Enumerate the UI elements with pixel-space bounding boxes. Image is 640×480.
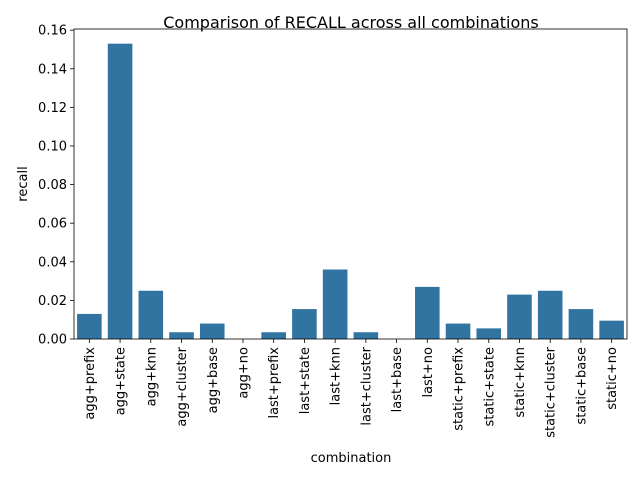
x-tick-label: static+knn <box>513 347 528 418</box>
y-tick-label: 0.06 <box>38 217 67 232</box>
y-axis: 0.00 0.02 0.04 0.06 0.08 0.10 0.12 0.14 0.16 <box>38 24 74 348</box>
y-tick-label: 0.12 <box>38 101 67 116</box>
x-tick-label: agg+cluster <box>175 346 190 426</box>
y-tick-label: 0.14 <box>38 62 67 77</box>
x-tick-label: static+cluster <box>544 346 559 437</box>
x-tick-label: agg+state <box>114 347 129 415</box>
bar-last-state <box>292 309 317 339</box>
x-tick-label: static+prefix <box>452 347 467 431</box>
bar-static-prefix <box>445 323 471 339</box>
bar-static-base <box>568 309 594 339</box>
chart-title: Comparison of RECALL across all combinat… <box>163 13 539 32</box>
bar-agg-cluster <box>169 332 194 339</box>
x-tick-label: last+base <box>390 347 405 412</box>
x-tick-label: last+cluster <box>359 346 374 425</box>
x-tick-label: last+state <box>298 347 313 414</box>
bar-static-no <box>599 320 624 339</box>
y-tick-label: 0.08 <box>38 178 67 193</box>
bar-static-cluster <box>537 290 563 339</box>
x-tick-label: static+state <box>482 347 497 427</box>
x-tick-label: last+prefix <box>267 347 282 419</box>
bar-last-cluster <box>353 332 379 339</box>
y-tick-label: 0.00 <box>38 333 67 348</box>
y-tick-label: 0.02 <box>38 294 67 309</box>
x-tick-label: last+knn <box>329 347 344 405</box>
x-axis: agg+prefix agg+state agg+knn agg+cluster agg… <box>83 339 620 438</box>
x-tick-label: agg+no <box>236 347 251 399</box>
bar-agg-prefix <box>77 313 102 339</box>
bar-agg-knn <box>138 290 164 339</box>
x-tick-label: agg+base <box>206 347 221 413</box>
x-axis-label: combination <box>311 451 392 466</box>
bar-last-knn <box>322 269 348 339</box>
x-tick-label: agg+prefix <box>83 347 98 420</box>
y-tick-label: 0.04 <box>38 255 67 270</box>
y-axis-label: recall <box>16 166 31 201</box>
bar-last-no <box>415 286 440 339</box>
bar-agg-state <box>107 43 133 340</box>
x-tick-label: static+no <box>605 347 620 410</box>
plot-frame <box>73 28 628 340</box>
y-tick-label: 0.16 <box>38 24 67 39</box>
x-tick-label: last+no <box>421 347 436 398</box>
bar-static-knn <box>507 294 532 339</box>
bar-last-prefix <box>261 332 286 339</box>
bar-agg-base <box>199 323 225 339</box>
bars-group <box>77 43 624 340</box>
x-tick-label: agg+knn <box>144 347 159 406</box>
x-tick-label: static+base <box>574 347 589 425</box>
y-tick-label: 0.10 <box>38 139 67 154</box>
bar-static-state <box>476 328 502 339</box>
